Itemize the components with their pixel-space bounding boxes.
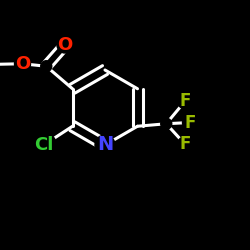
Circle shape (178, 94, 192, 109)
Circle shape (161, 118, 172, 129)
Circle shape (57, 37, 73, 53)
Text: Cl: Cl (34, 136, 54, 154)
Circle shape (95, 135, 115, 155)
Circle shape (14, 56, 30, 72)
Circle shape (31, 132, 56, 158)
Circle shape (178, 137, 192, 152)
Text: O: O (58, 36, 72, 54)
Text: O: O (15, 55, 30, 73)
Text: F: F (179, 92, 191, 110)
Text: N: N (97, 136, 113, 154)
Circle shape (41, 61, 52, 72)
Text: F: F (179, 135, 191, 153)
Circle shape (182, 115, 198, 130)
Text: F: F (184, 114, 196, 132)
